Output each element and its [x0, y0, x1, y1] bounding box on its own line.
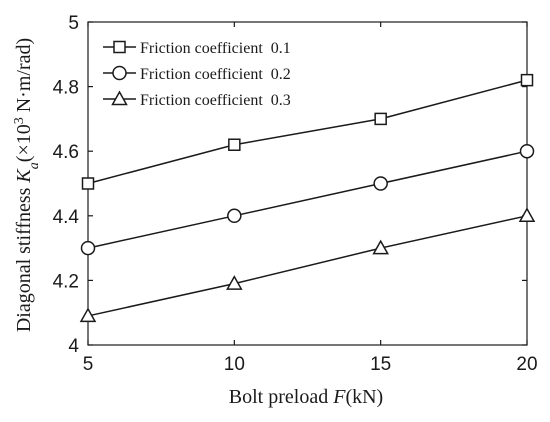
legend-item: Friction coefficient 0.3: [103, 90, 291, 109]
legend-label: Friction coefficient 0.2: [140, 66, 291, 83]
legend-label: Friction coefficient 0.3: [140, 92, 291, 109]
legend-marker-triangle: [111, 90, 128, 106]
y-tick-label: 4.6: [53, 142, 79, 163]
y-tick-label: 4.4: [53, 207, 80, 228]
series-group: [79, 73, 536, 323]
y-tick-label: 4: [68, 336, 79, 357]
data-point-circle: [80, 240, 96, 256]
data-point-square: [520, 73, 534, 87]
data-point-square: [228, 138, 241, 151]
data-point-triangle: [518, 207, 536, 223]
data-point-triangle: [79, 307, 97, 323]
legend-item: Friction coefficient 0.1: [103, 40, 291, 57]
series-line: [87, 215, 528, 317]
data-point-circle: [519, 143, 535, 159]
y-tick-label: 5: [68, 13, 79, 34]
axes: 5 10 15 20 4 4.2 4.4 4.6 4.8 5: [53, 13, 538, 375]
series-1: [81, 73, 534, 190]
x-tick-label: 15: [370, 354, 391, 375]
x-tick-label: 10: [224, 354, 245, 375]
y-tick-label: 4.2: [53, 271, 79, 292]
data-point-circle: [227, 208, 242, 224]
y-axis-label: Diagonal stiffness Ka(×103 N·m/rad): [12, 38, 42, 332]
data-point-square: [374, 112, 387, 126]
legend-label: Friction coefficient 0.1: [140, 40, 291, 57]
y-tick-label: 4.8: [53, 78, 79, 99]
legend-marker-square: [113, 40, 126, 54]
series-line: [87, 79, 528, 185]
series-line: [87, 150, 528, 249]
series-3: [79, 207, 536, 323]
x-axis-label: Bolt preload F(kN): [229, 386, 383, 408]
data-point-triangle: [226, 275, 243, 290]
legend: Friction coefficient 0.1 Friction coeffic…: [103, 40, 291, 109]
legend-item: Friction coefficient 0.2: [103, 65, 291, 83]
data-point-square: [81, 177, 95, 190]
data-point-triangle: [372, 239, 389, 255]
series-2: [80, 143, 535, 256]
legend-marker-circle: [112, 65, 127, 81]
x-tick-label: 5: [83, 354, 94, 375]
data-point-circle: [373, 176, 388, 191]
x-tick-label: 20: [516, 354, 537, 375]
